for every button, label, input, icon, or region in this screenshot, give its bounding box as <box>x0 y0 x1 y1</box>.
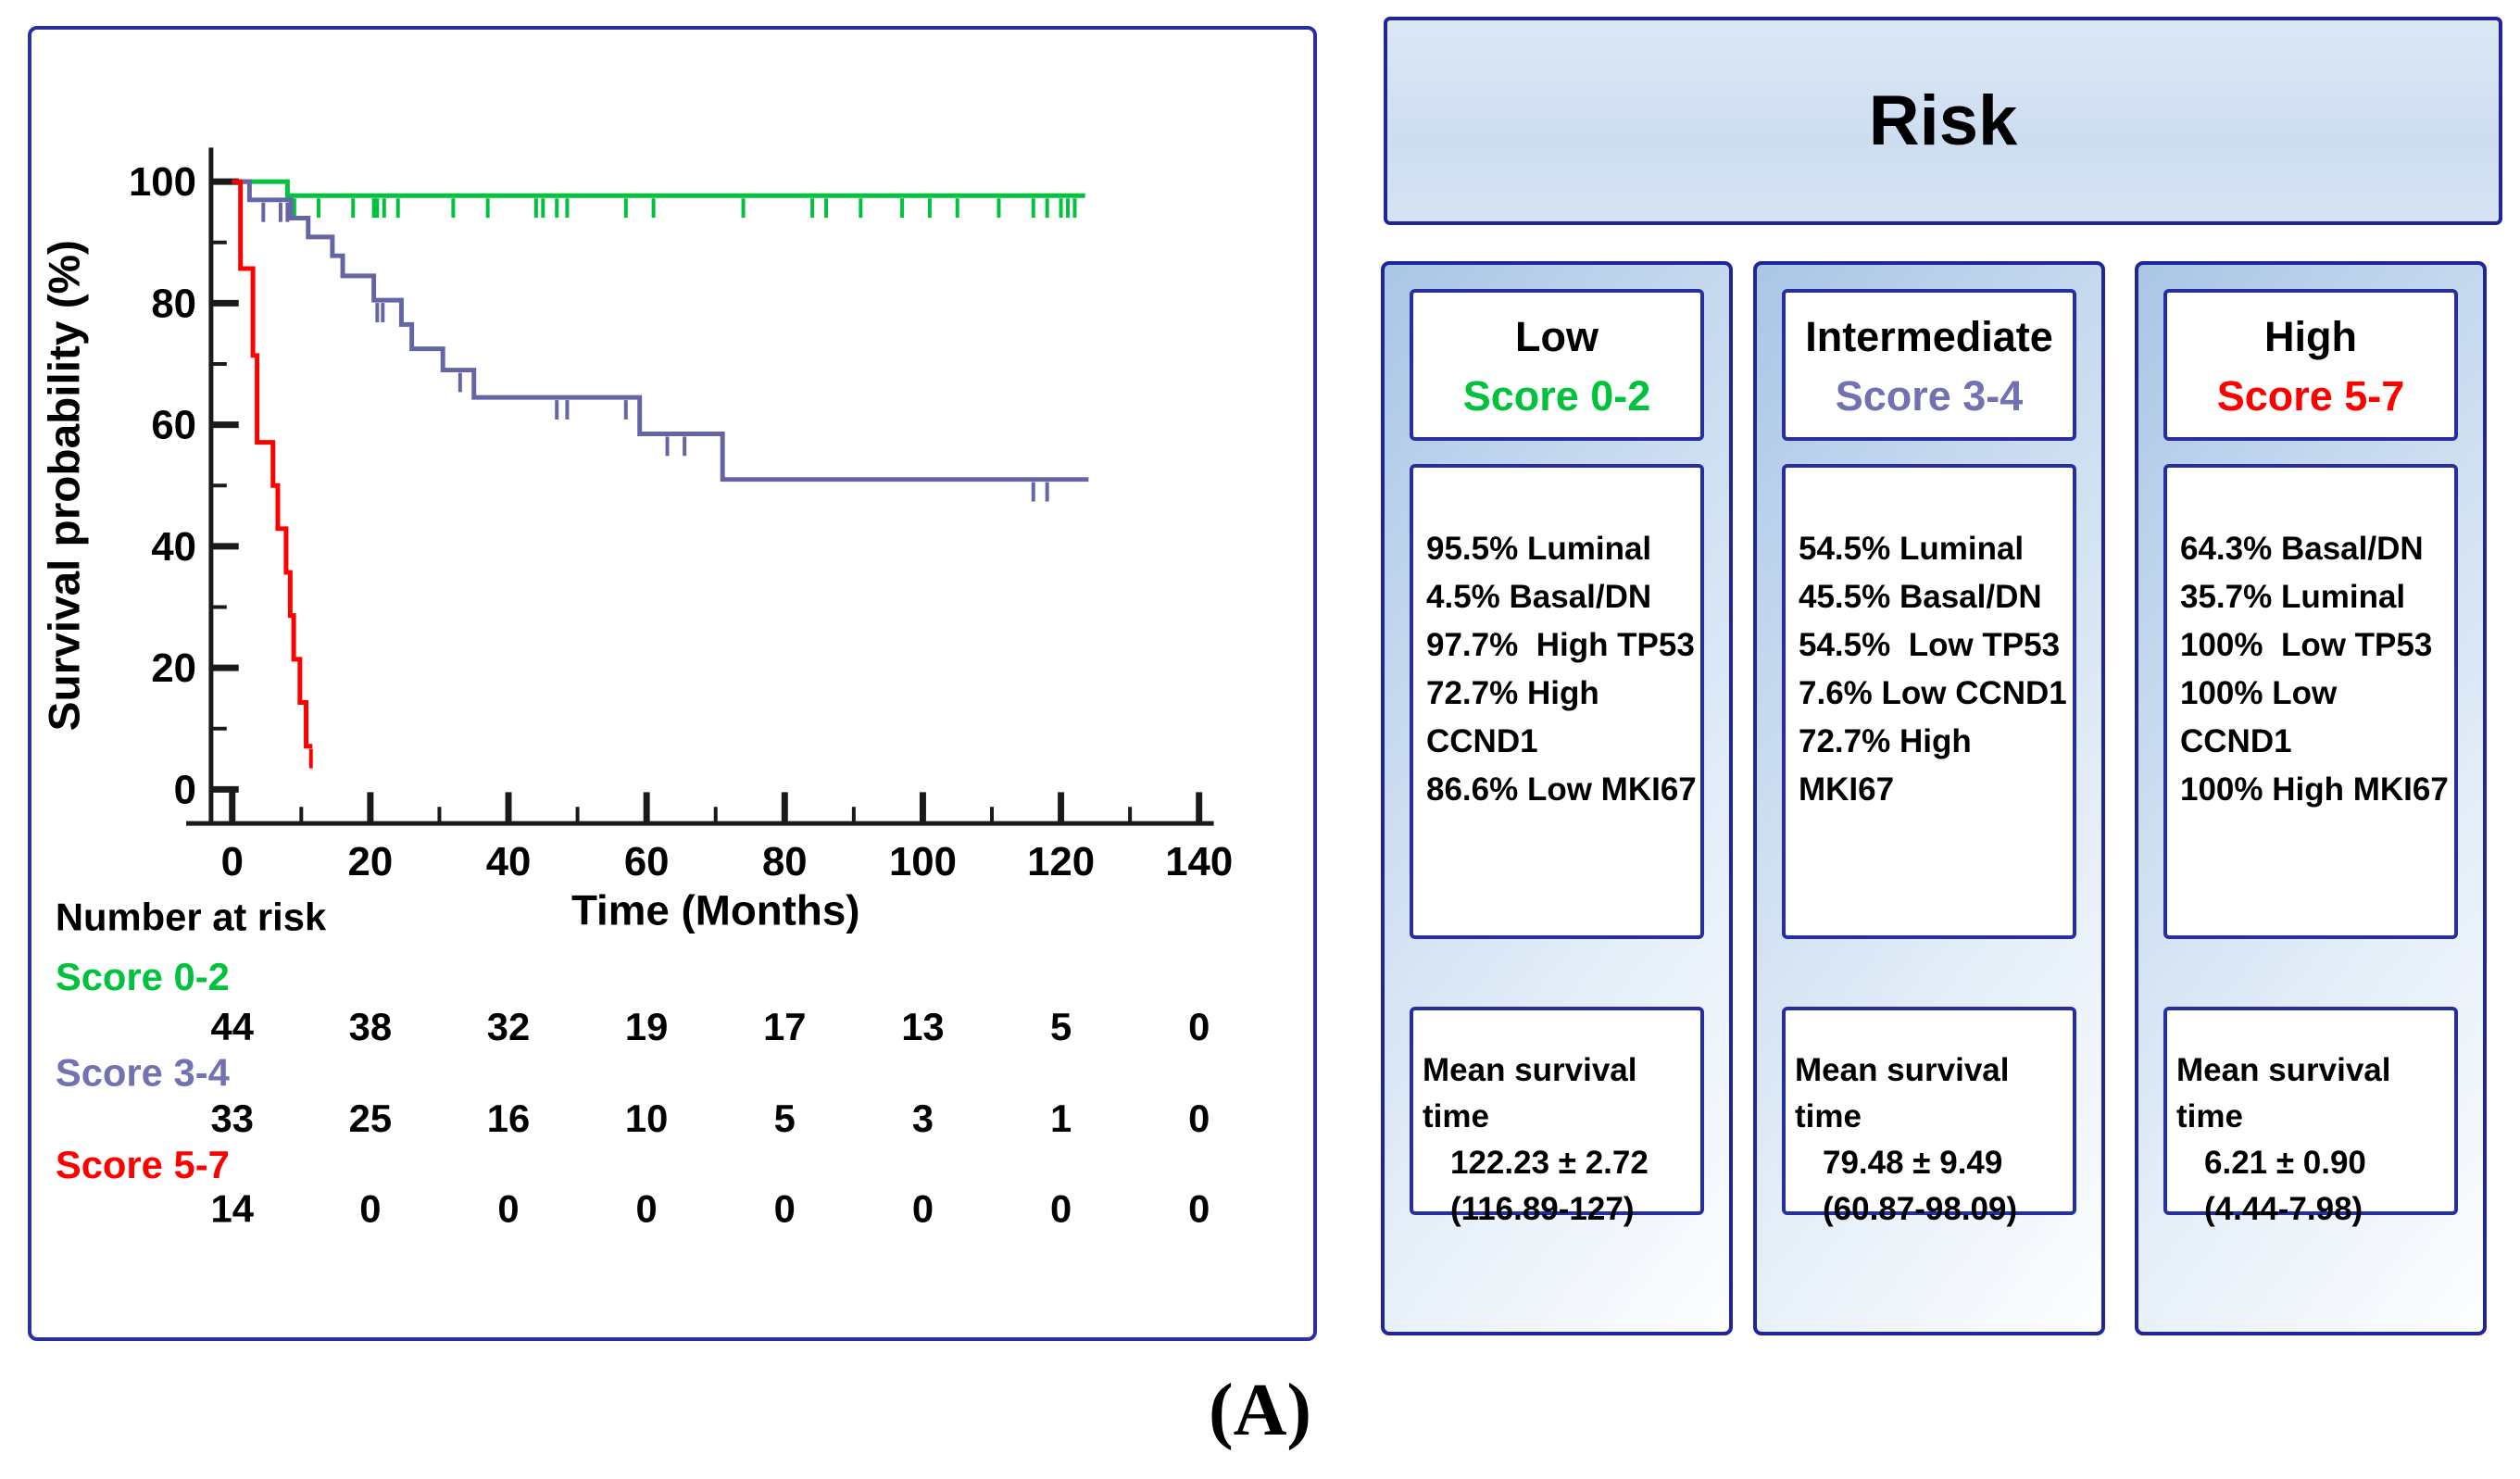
risk-score: Score 5-7 <box>2216 372 2405 420</box>
characteristic-line: 97.7% High TP53 <box>1426 627 1695 663</box>
number-at-risk-value: 0 <box>774 1187 796 1231</box>
x-tick-label: 100 <box>889 839 957 884</box>
characteristic-line: 100% High MKI67 <box>2180 771 2449 808</box>
number-at-risk-value: 0 <box>1188 1005 1210 1048</box>
number-at-risk-value: 5 <box>774 1097 796 1140</box>
number-at-risk-value: 1 <box>1050 1097 1072 1140</box>
risk-header: Risk <box>1384 17 2502 225</box>
y-tick-label: 0 <box>174 767 196 812</box>
number-at-risk-value: 0 <box>1188 1097 1210 1140</box>
risk-characteristics-box: 64.3% Basal/DN 35.7% Luminal 100% Low TP53… <box>2163 464 2458 939</box>
risk-title: Risk <box>1868 81 2018 160</box>
km-curve-score-5-7 <box>232 179 313 749</box>
characteristic-line: 64.3% Basal/DN <box>2180 531 2424 567</box>
number-at-risk-value: 3 <box>912 1097 934 1140</box>
y-tick-label: 20 <box>151 645 196 691</box>
number-at-risk-value: 0 <box>359 1187 381 1231</box>
risk-column-high: High Score 5-7 64.3% Basal/DN 35.7% Lumin… <box>2135 261 2487 1335</box>
number-at-risk-value: 38 <box>349 1005 392 1048</box>
characteristic-line: 4.5% Basal/DN <box>1426 579 1652 615</box>
number-at-risk-value: 0 <box>912 1187 934 1231</box>
number-at-risk-value: 10 <box>625 1097 668 1140</box>
number-at-risk-value: 0 <box>1050 1187 1072 1231</box>
x-tick-label: 80 <box>762 839 808 884</box>
characteristic-line: 72.7% High CCND1 <box>1426 675 1609 759</box>
number-at-risk-row-label: Score 3-4 <box>56 1050 230 1094</box>
number-at-risk-header: Number at risk <box>56 895 327 938</box>
characteristic-line: 100% Low TP53 <box>2180 627 2433 663</box>
x-tick-label: 140 <box>1165 839 1233 884</box>
km-curve-score-0-2 <box>232 179 1085 198</box>
x-tick-label: 20 <box>348 839 394 884</box>
km-curve-score-3-4 <box>232 179 1089 483</box>
risk-score: Score 0-2 <box>1462 372 1651 420</box>
number-at-risk-value: 0 <box>636 1187 658 1231</box>
characteristic-line: 100% Low CCND1 <box>2180 675 2346 759</box>
x-tick-label: 120 <box>1027 839 1095 884</box>
number-at-risk-value: 32 <box>487 1005 530 1048</box>
characteristic-line: 54.5% Luminal <box>1799 531 2025 567</box>
mean-survival-label: Mean survival time <box>1423 1052 1647 1134</box>
characteristic-line: 35.7% Luminal <box>2180 579 2406 615</box>
figure-label: (A) <box>1208 1370 1312 1451</box>
number-at-risk-value: 16 <box>487 1097 530 1140</box>
y-tick-label: 80 <box>151 281 196 326</box>
risk-column-title-box: Low Score 0-2 <box>1410 289 1704 441</box>
risk-level-name: High <box>2264 313 2357 360</box>
number-at-risk-value: 17 <box>763 1005 806 1048</box>
number-at-risk-value: 44 <box>211 1005 254 1048</box>
number-at-risk-value: 25 <box>349 1097 392 1140</box>
mean-survival-value: (60.87-98.09) <box>1823 1191 2018 1227</box>
characteristic-line: 95.5% Luminal <box>1426 531 1652 567</box>
risk-column-title-box: Intermediate Score 3-4 <box>1782 289 2076 441</box>
mean-survival-label: Mean survival time <box>1795 1052 2019 1134</box>
characteristic-line: 7.6% Low CCND1 <box>1799 675 2067 711</box>
mean-survival-box: Mean survival time 122.23 ± 2.72 (116.89-1… <box>1410 1007 1704 1227</box>
mean-survival-value: (4.44-7.98) <box>2204 1191 2363 1227</box>
characteristic-line: 86.6% Low MKI67 <box>1426 771 1697 808</box>
x-tick-label: 40 <box>486 839 532 884</box>
number-at-risk-value: 13 <box>901 1005 944 1048</box>
risk-column-intermediate: Intermediate Score 3-4 54.5% Luminal 45.5… <box>1753 261 2105 1335</box>
x-tick-label: 0 <box>221 839 244 884</box>
y-tick-label: 40 <box>151 524 196 570</box>
mean-survival-box: Mean survival time 79.48 ± 9.49 (60.87-98.… <box>1782 1007 2076 1227</box>
risk-characteristics-box: 95.5% Luminal 4.5% Basal/DN 97.7% High TP5… <box>1410 464 1704 939</box>
number-at-risk-value: 33 <box>211 1097 254 1140</box>
mean-survival-label: Mean survival time <box>2176 1052 2401 1134</box>
number-at-risk-value: 19 <box>625 1005 668 1048</box>
number-at-risk-row-label: Score 5-7 <box>56 1143 230 1186</box>
x-axis-title: Time (Months) <box>571 886 860 934</box>
number-at-risk-value: 0 <box>497 1187 519 1231</box>
mean-survival-value: 79.48 ± 9.49 <box>1823 1145 2003 1181</box>
risk-characteristics-box: 54.5% Luminal 45.5% Basal/DN 54.5% Low TP5… <box>1782 464 2076 939</box>
y-tick-label: 100 <box>129 159 196 205</box>
characteristic-line: 72.7% High MKI67 <box>1799 723 1981 808</box>
number-at-risk-value: 5 <box>1050 1005 1072 1048</box>
risk-column-title-box: High Score 5-7 <box>2163 289 2458 441</box>
mean-survival-value: (116.89-127) <box>1450 1191 1635 1227</box>
number-at-risk-row-label: Score 0-2 <box>56 955 230 998</box>
risk-score: Score 3-4 <box>1835 372 2024 420</box>
mean-survival-value: 122.23 ± 2.72 <box>1450 1145 1649 1181</box>
mean-survival-value: 6.21 ± 0.90 <box>2204 1145 2366 1181</box>
mean-survival-box: Mean survival time 6.21 ± 0.90 (4.44-7.98) <box>2163 1007 2458 1227</box>
characteristic-line: 45.5% Basal/DN <box>1799 579 2042 615</box>
risk-level-name: Intermediate <box>1805 313 2053 360</box>
number-at-risk-value: 14 <box>211 1187 254 1231</box>
x-tick-label: 60 <box>624 839 670 884</box>
km-panel: 0 20 40 60 80 100 0 20 40 60 80 100 120 140 Survival p… <box>28 26 1317 1341</box>
risk-level-name: Low <box>1515 313 1599 360</box>
y-tick-label: 60 <box>151 403 196 448</box>
risk-column-low: Low Score 0-2 95.5% Luminal 4.5% Basal/DN… <box>1381 261 1733 1335</box>
characteristic-line: 54.5% Low TP53 <box>1799 627 2061 663</box>
number-at-risk-value: 0 <box>1188 1187 1210 1231</box>
y-axis-title: Survival probability (%) <box>41 240 90 731</box>
